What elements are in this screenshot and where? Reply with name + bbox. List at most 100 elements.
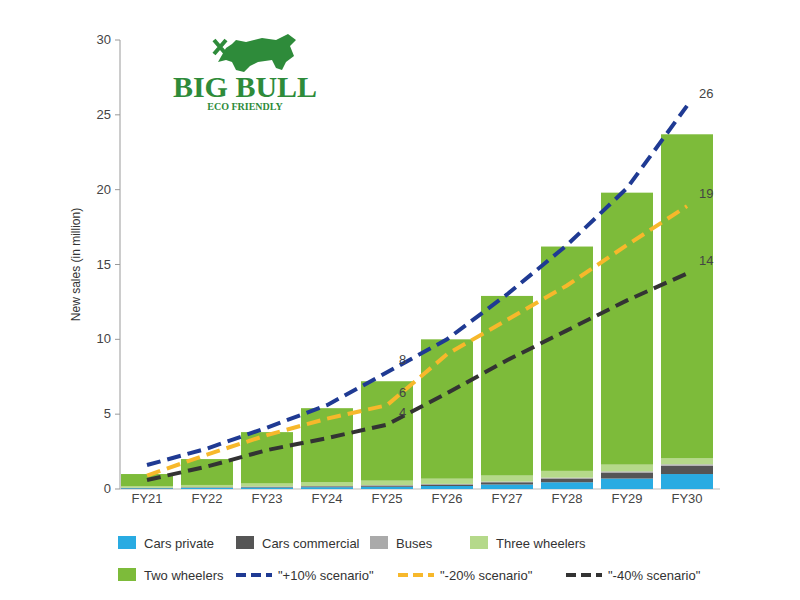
legend-item: Cars private <box>118 536 214 551</box>
line-label: 6 <box>399 385 406 400</box>
x-tick-label: FY26 <box>431 491 462 506</box>
chart-container: BIG BULLECO FRIENDLY051015202530New sale… <box>0 0 800 600</box>
bar-segment <box>121 486 173 487</box>
bar-segment <box>241 486 293 488</box>
bar-segment <box>121 474 173 486</box>
axes: 051015202530New sales (in million)FY21FY… <box>69 32 720 506</box>
bar-segment <box>421 479 473 484</box>
y-tick-label: 20 <box>97 182 111 197</box>
bar-segment <box>301 486 353 488</box>
y-axis-label: New sales (in million) <box>69 208 83 321</box>
legend-item: Buses <box>370 536 433 551</box>
x-tick-label: FY30 <box>671 491 702 506</box>
legend-item: "+10% scenario" <box>236 568 374 583</box>
bar-segment <box>181 485 233 487</box>
bar-segment <box>541 482 593 489</box>
line-label: 14 <box>699 253 713 268</box>
y-tick <box>115 40 120 41</box>
y-tick <box>115 414 120 415</box>
bar-segment <box>361 481 413 485</box>
legend-swatch <box>470 536 488 549</box>
y-tick <box>115 264 120 265</box>
bar-segment <box>121 488 173 489</box>
bar-segment <box>541 471 593 478</box>
chart-svg: BIG BULLECO FRIENDLY051015202530New sale… <box>0 0 800 600</box>
legend-item: "-20% scenario" <box>398 568 533 583</box>
bar-segment <box>661 466 713 474</box>
y-tick-label: 15 <box>97 257 111 272</box>
line-label: 4 <box>399 405 406 420</box>
legend-label: Cars private <box>144 536 214 551</box>
legend-swatch <box>566 573 602 577</box>
scenario-line <box>147 206 687 475</box>
y-tick <box>115 189 120 190</box>
legend-label: "-20% scenario" <box>440 568 533 583</box>
bar-segment <box>361 487 413 489</box>
y-tick-label: 10 <box>97 331 111 346</box>
data-labels: 826619414 <box>399 86 713 420</box>
legend: Cars private Cars commercial Buses Three wh… <box>118 536 701 583</box>
x-tick-label: FY24 <box>311 491 342 506</box>
logo-bull <box>218 34 296 72</box>
legend-label: Cars commercial <box>262 536 360 551</box>
bar-segment <box>361 381 413 480</box>
bar-segment <box>121 487 173 488</box>
x-tick-label: FY23 <box>251 491 282 506</box>
bar-segment <box>481 485 533 489</box>
logo-tagline: ECO FRIENDLY <box>207 101 283 112</box>
bar-segment <box>361 486 413 487</box>
legend-item: Cars commercial <box>236 536 360 551</box>
y-tick <box>115 339 120 340</box>
legend-label: Three wheelers <box>496 536 586 551</box>
bar-segment <box>421 486 473 489</box>
bar-segment <box>241 483 293 486</box>
bar-segment <box>301 482 353 486</box>
bar-segment <box>421 485 473 486</box>
line-label: 8 <box>399 352 406 367</box>
bar-segment <box>421 339 473 478</box>
y-tick <box>115 114 120 115</box>
logo: BIG BULLECO FRIENDLY <box>173 34 317 112</box>
legend-item: Three wheelers <box>470 536 586 551</box>
bar-segment <box>481 296 533 476</box>
legend-swatch <box>118 568 136 581</box>
x-tick-label: FY25 <box>371 491 402 506</box>
x-tick-label: FY27 <box>491 491 522 506</box>
bar-segment <box>541 247 593 471</box>
plot-marks <box>121 106 713 489</box>
x-tick-label: FY22 <box>191 491 222 506</box>
y-tick-label: 5 <box>104 406 111 421</box>
legend-label: Two wheelers <box>144 568 224 583</box>
bar-segment <box>301 487 353 489</box>
y-tick-label: 0 <box>104 481 111 496</box>
x-tick-label: FY28 <box>551 491 582 506</box>
legend-swatch <box>236 573 272 577</box>
bar-segment <box>601 473 653 479</box>
legend-item: Two wheelers <box>118 568 224 583</box>
bar-segment <box>481 482 533 484</box>
legend-swatch <box>370 536 388 549</box>
bar-segment <box>601 193 653 465</box>
y-tick <box>115 489 120 490</box>
legend-swatch <box>118 536 136 549</box>
bar-segment <box>661 134 713 458</box>
bar-segment <box>241 488 293 489</box>
x-tick-label: FY29 <box>611 491 642 506</box>
scenario-line <box>147 273 687 480</box>
bar-segment <box>541 479 593 483</box>
bar-segment <box>481 476 533 482</box>
bar-segment <box>661 458 713 464</box>
legend-swatch <box>236 536 254 549</box>
legend-swatch <box>398 573 434 577</box>
logo-mark <box>214 40 226 54</box>
x-tick-label: FY21 <box>131 491 162 506</box>
line-label: 26 <box>699 86 713 101</box>
bar-segment <box>301 408 353 482</box>
y-tick-label: 30 <box>97 32 111 47</box>
bar-segment <box>661 474 713 489</box>
bar-segment <box>601 471 653 472</box>
bar-segment <box>601 465 653 472</box>
legend-label: "-40% scenario" <box>608 568 701 583</box>
bar-segment <box>601 479 653 489</box>
legend-label: "+10% scenario" <box>278 568 374 583</box>
